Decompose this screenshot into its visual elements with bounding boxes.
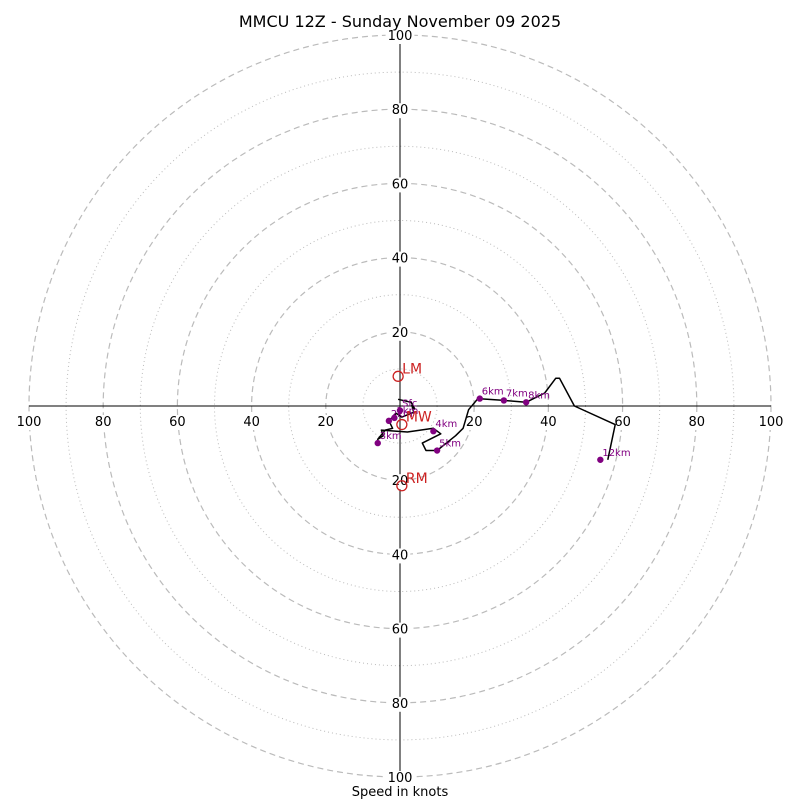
tick-left-40: 40 bbox=[243, 415, 260, 430]
height-label-8km: 8km bbox=[528, 390, 550, 401]
tick-left-40-bg bbox=[241, 415, 262, 430]
tick-labels: 2020202040404040606060608080808010010010… bbox=[14, 29, 786, 786]
tick-left-80-bg bbox=[92, 415, 114, 430]
height-label-7km: 7km bbox=[506, 388, 528, 399]
tick-up-80-bg bbox=[389, 103, 411, 119]
tick-right-100-bg bbox=[756, 415, 786, 430]
height-label-Sfc: Sfc bbox=[402, 398, 417, 409]
height-label-6km: 6km bbox=[482, 387, 504, 398]
height-marker-5km bbox=[433, 447, 441, 454]
height-marker-1km bbox=[391, 414, 398, 422]
tick-left-100-bg bbox=[14, 415, 44, 430]
storm-motion-label-RM: RM bbox=[406, 471, 428, 487]
tick-right-20: 20 bbox=[466, 415, 483, 430]
tick-left-20: 20 bbox=[318, 415, 335, 430]
tick-right-60: 60 bbox=[614, 415, 631, 430]
height-label-3km: 3km bbox=[380, 431, 402, 442]
height-marker-3km bbox=[374, 439, 381, 447]
tick-right-100: 100 bbox=[759, 415, 784, 430]
height-label-2km: 2km bbox=[391, 409, 413, 420]
tick-down-100-bg bbox=[385, 771, 415, 786]
tick-down-80-bg bbox=[389, 696, 411, 712]
height-marker-8km bbox=[522, 399, 530, 406]
height-label-4km: 4km bbox=[435, 419, 457, 430]
tick-down-80: 80 bbox=[392, 697, 409, 712]
height-marker-4km bbox=[430, 428, 437, 435]
tick-left-60-bg bbox=[167, 415, 188, 430]
tick-down-100: 100 bbox=[388, 771, 413, 786]
tick-right-80-bg bbox=[686, 415, 708, 430]
storm-motion-RM bbox=[396, 480, 408, 492]
tick-left-80: 80 bbox=[95, 415, 112, 430]
tick-right-20-bg bbox=[463, 415, 485, 430]
tick-up-100-bg bbox=[385, 29, 415, 44]
chart-title: MMCU 12Z - Sunday November 09 2025 bbox=[239, 12, 561, 31]
tick-right-40: 40 bbox=[540, 415, 557, 430]
height-marker-2km bbox=[385, 417, 393, 425]
height-marker-6km bbox=[476, 395, 483, 402]
height-marker-7km bbox=[500, 397, 508, 404]
height-label-12km: 12km bbox=[602, 448, 630, 459]
tick-up-20-bg bbox=[389, 325, 411, 341]
tick-up-60: 60 bbox=[392, 177, 409, 192]
storm-motion-LM bbox=[392, 370, 404, 382]
tick-up-60-bg bbox=[389, 177, 411, 193]
tick-right-60-bg bbox=[612, 415, 633, 430]
tick-down-60-bg bbox=[389, 622, 411, 638]
storm-motion-markers: LM RM MW bbox=[392, 361, 432, 492]
tick-left-60: 60 bbox=[169, 415, 186, 430]
height-label-1km: 1km bbox=[396, 406, 418, 417]
storm-motion-label-LM: LM bbox=[402, 361, 422, 377]
tick-up-100: 100 bbox=[388, 29, 413, 44]
tick-up-40-bg bbox=[389, 251, 411, 267]
tick-up-80: 80 bbox=[392, 103, 409, 118]
hodograph-trace bbox=[376, 377, 616, 460]
tick-right-80: 80 bbox=[689, 415, 706, 430]
storm-motion-MW bbox=[396, 418, 408, 431]
height-marker-12km bbox=[597, 456, 604, 463]
height-label-5km: 5km bbox=[439, 439, 461, 450]
tick-left-20-bg bbox=[315, 415, 337, 430]
x-axis-label: Speed in knots bbox=[352, 785, 449, 800]
tick-up-20: 20 bbox=[392, 326, 409, 341]
tick-left-100: 100 bbox=[17, 415, 42, 430]
tick-right-40-bg bbox=[538, 415, 559, 430]
tick-down-60: 60 bbox=[392, 623, 409, 638]
tick-up-40: 40 bbox=[392, 252, 409, 267]
storm-motion-label-MW: MW bbox=[406, 410, 432, 426]
tick-down-40: 40 bbox=[392, 548, 409, 563]
tick-down-40-bg bbox=[389, 548, 411, 564]
height-marker-Sfc bbox=[396, 407, 404, 414]
